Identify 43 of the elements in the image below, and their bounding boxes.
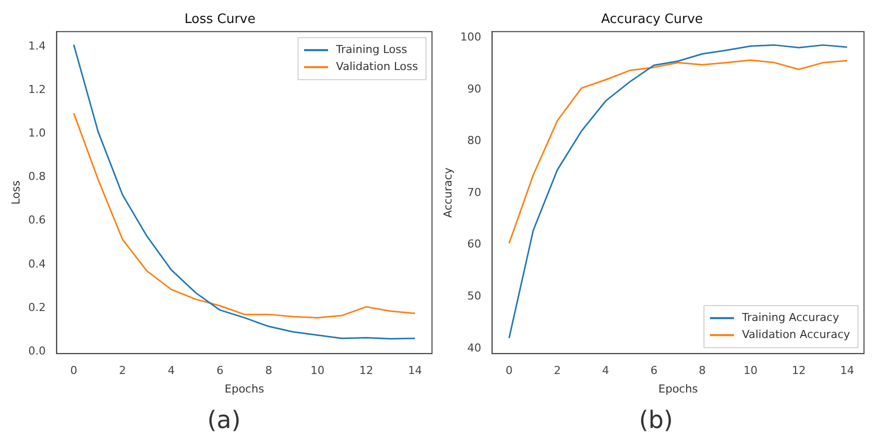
x-tick-label: 8 <box>265 364 272 378</box>
legend-label: Validation Loss <box>336 60 418 73</box>
y-tick-label: 1.0 <box>28 126 46 140</box>
legend-label: Training Accuracy <box>740 310 840 324</box>
y-tick-label: 0.2 <box>28 300 46 314</box>
x-tick-label: 0 <box>70 364 78 378</box>
y-axis-title: Loss <box>9 180 22 205</box>
x-tick-label: 10 <box>310 364 324 378</box>
x-tick-label: 8 <box>698 364 706 378</box>
legend-label: Training Loss <box>335 42 408 56</box>
x-tick-label: 6 <box>650 364 658 378</box>
y-tick-label: 50 <box>467 290 482 303</box>
x-axis-title: Epochs <box>224 382 264 396</box>
y-tick-label: 1.2 <box>28 83 46 96</box>
y-tick-label: 1.4 <box>28 40 46 53</box>
x-tick-label: 6 <box>216 364 224 378</box>
chart-title: Loss Curve <box>184 12 256 28</box>
x-axis-title: Epochs <box>658 382 698 396</box>
y-tick-label: 60 <box>467 238 482 251</box>
x-tick-label: 4 <box>602 364 610 378</box>
y-axis-title: Accuracy <box>441 167 454 218</box>
x-tick-label: 12 <box>359 364 374 378</box>
y-tick-label: 90 <box>467 82 482 96</box>
y-tick-label: 40 <box>467 341 482 354</box>
y-tick-label: 0.0 <box>28 344 46 358</box>
x-tick-label: 4 <box>168 364 175 378</box>
x-tick-label: 10 <box>744 364 758 378</box>
x-tick-label: 0 <box>506 364 513 378</box>
x-tick-label: 14 <box>840 364 854 378</box>
y-tick-label: 0.4 <box>28 257 46 270</box>
x-tick-label: 2 <box>554 364 561 378</box>
legend-label: Validation Accuracy <box>742 328 850 341</box>
x-tick-label: 12 <box>792 364 806 378</box>
y-tick-label: 0.8 <box>28 170 46 184</box>
y-tick-label: 80 <box>467 134 482 148</box>
y-tick-label: 70 <box>467 186 482 199</box>
chart-title: Accuracy Curve <box>601 12 703 28</box>
x-tick-label: 2 <box>118 364 126 378</box>
y-tick-label: 100 <box>460 30 482 44</box>
y-tick-label: 0.6 <box>28 214 46 227</box>
text: (a) <box>207 406 241 434</box>
text: (b) <box>639 406 673 434</box>
x-tick-label: 14 <box>408 364 422 378</box>
